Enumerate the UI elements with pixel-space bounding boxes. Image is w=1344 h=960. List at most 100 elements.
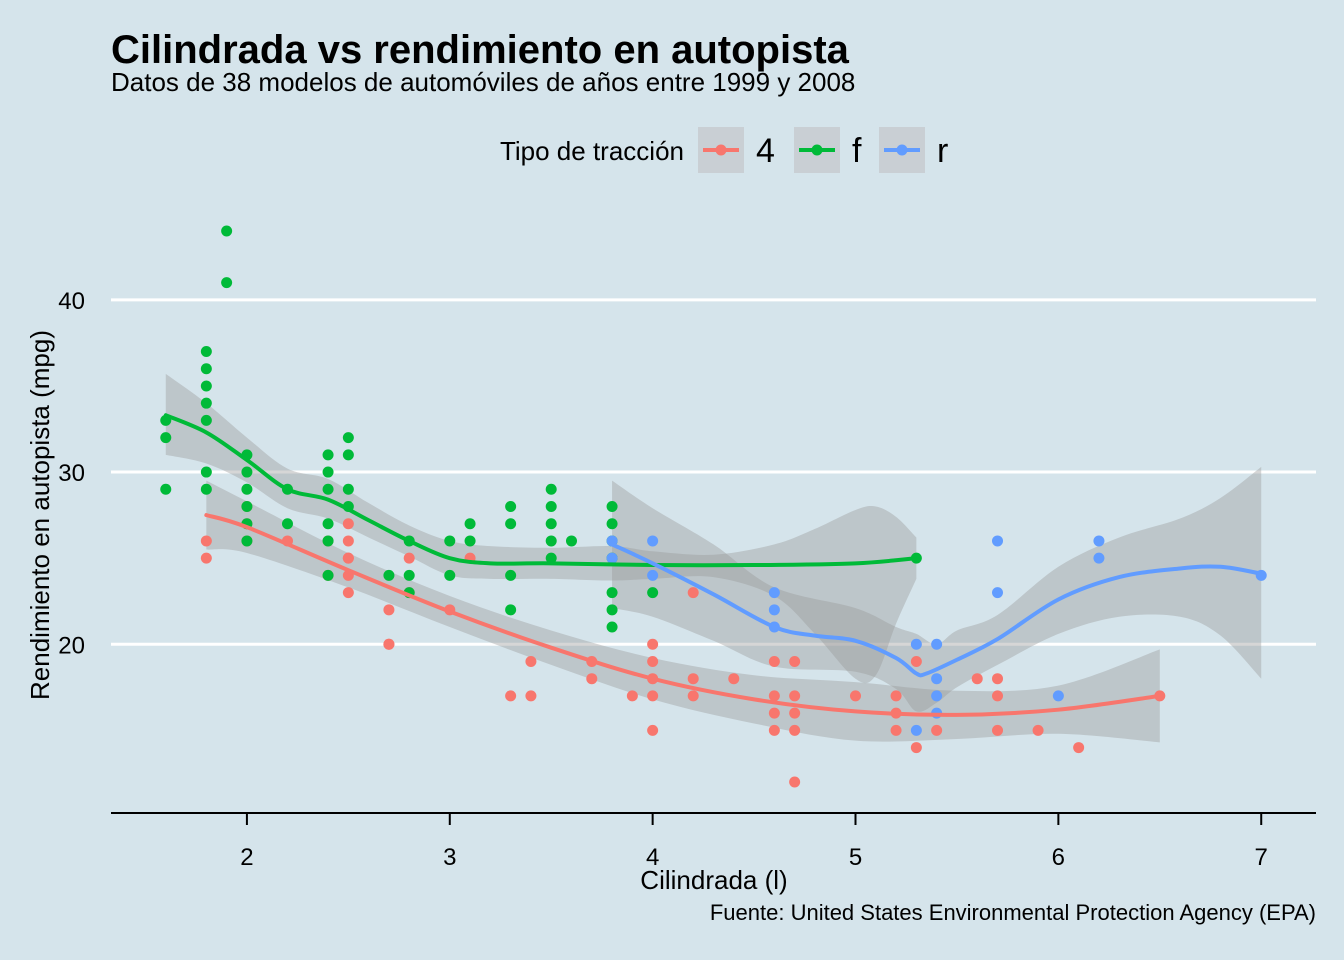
smooth-lines [163, 413, 1264, 717]
data-point-4 [1032, 724, 1044, 736]
data-point-4 [910, 655, 922, 667]
data-point-f [200, 483, 212, 495]
data-point-4 [890, 690, 902, 702]
data-point-4 [647, 690, 659, 702]
data-point-f [403, 569, 415, 581]
data-point-4 [505, 690, 517, 702]
x-tick-label: 5 [849, 844, 862, 871]
x-tick-label: 7 [1255, 844, 1268, 871]
x-tick-label: 3 [443, 844, 456, 871]
data-point-4 [342, 518, 354, 530]
smooth-line-4 [204, 513, 1162, 717]
data-point-f [322, 569, 334, 581]
confidence-bands [165, 373, 1262, 743]
data-point-r [1093, 535, 1105, 547]
data-point-f [464, 518, 476, 530]
grid-lines [111, 298, 1316, 646]
data-point-f [505, 604, 517, 616]
chart-caption: Fuente: United States Environmental Prot… [709, 900, 1316, 925]
data-point-f [322, 535, 334, 547]
legend-key-point [811, 144, 823, 156]
data-point-4 [200, 552, 212, 564]
data-point-4 [687, 587, 699, 599]
data-point-r [910, 724, 922, 736]
data-point-f [200, 363, 212, 375]
data-point-f [444, 535, 456, 547]
data-point-f [200, 397, 212, 409]
data-point-4 [687, 690, 699, 702]
x-tick-label: 4 [646, 844, 659, 871]
data-point-4 [768, 655, 780, 667]
data-point-4 [971, 673, 983, 685]
data-point-4 [789, 724, 801, 736]
data-point-4 [789, 655, 801, 667]
data-point-f [200, 380, 212, 392]
data-point-f [464, 535, 476, 547]
data-point-4 [687, 673, 699, 685]
data-point-4 [342, 552, 354, 564]
legend: Tipo de tracción 4 f r [500, 127, 948, 173]
legend-key-point [715, 144, 727, 156]
data-point-4 [768, 690, 780, 702]
legend-entry-4: 4 [698, 127, 775, 173]
data-point-4 [992, 690, 1004, 702]
smooth-line-r [610, 542, 1264, 678]
data-point-f [505, 569, 517, 581]
confidence-band-4 [206, 480, 1160, 743]
data-point-4 [931, 724, 943, 736]
data-point-f [160, 432, 172, 444]
x-tick-label: 6 [1052, 844, 1065, 871]
data-point-f [241, 501, 253, 512]
legend-entry-f: f [794, 127, 862, 173]
data-point-f [342, 483, 354, 495]
data-point-f [322, 518, 334, 530]
legend-key-point [896, 144, 908, 156]
data-point-f [322, 483, 334, 495]
data-point-f [200, 466, 212, 478]
data-point-f [322, 466, 334, 478]
data-point-r [768, 604, 780, 616]
legend-label-r: r [937, 132, 948, 170]
data-point-4 [626, 690, 638, 702]
data-point-4 [992, 724, 1004, 736]
chart-subtitle: Datos de 38 modelos de automóviles de añ… [111, 67, 856, 97]
data-point-f [241, 466, 253, 478]
data-point-r [647, 569, 659, 581]
data-point-4 [647, 655, 659, 667]
data-point-f [444, 569, 456, 581]
data-point-f [241, 535, 253, 547]
data-point-f [505, 501, 517, 512]
confidence-band-f [165, 373, 917, 684]
data-point-4 [768, 724, 780, 736]
data-point-f [383, 569, 395, 581]
data-point-4 [890, 724, 902, 736]
data-point-4 [525, 655, 537, 667]
data-points [160, 225, 1267, 788]
data-point-r [606, 552, 618, 564]
legend-entry-r: r [879, 127, 948, 173]
y-tick-label: 20 [58, 632, 85, 659]
chart-title: Cilindrada vs rendimiento en autopista [111, 28, 849, 72]
data-point-r [931, 673, 943, 685]
legend-label-f: f [852, 132, 862, 170]
data-point-4 [647, 724, 659, 736]
data-point-r [768, 587, 780, 599]
data-point-r [931, 638, 943, 650]
data-point-f [342, 449, 354, 461]
x-tick-label: 2 [240, 844, 253, 871]
data-point-f [606, 604, 618, 616]
x-axis-label: Cilindrada (l) [640, 865, 787, 895]
data-point-4 [342, 587, 354, 599]
data-point-f [200, 414, 212, 426]
data-point-f [606, 501, 618, 512]
data-point-f [606, 587, 618, 599]
data-point-4 [850, 690, 862, 702]
data-point-f [647, 587, 659, 599]
data-point-r [931, 690, 943, 702]
data-point-f [545, 483, 557, 495]
data-point-r [647, 535, 659, 547]
data-point-f [505, 518, 517, 530]
data-point-4 [403, 552, 415, 564]
y-tick-label: 40 [58, 288, 85, 315]
